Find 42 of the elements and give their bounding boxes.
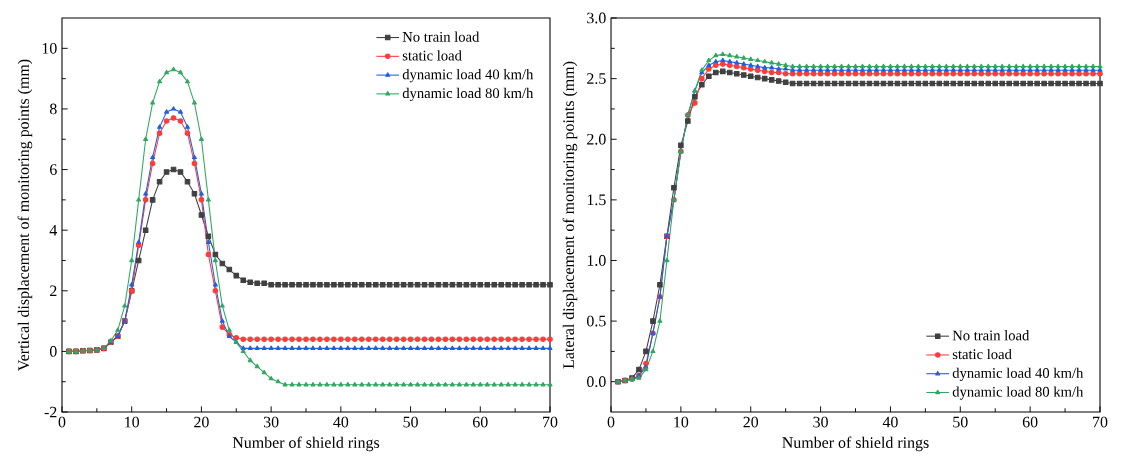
y-tick-label: 2.5 <box>587 73 606 85</box>
x-tick-label: 10 <box>674 416 689 428</box>
x-tick-label: 0 <box>607 416 615 428</box>
y-tick-label: 1.5 <box>587 194 606 206</box>
x-tick-label: 0 <box>58 416 66 428</box>
x-tick-label: 60 <box>473 416 488 428</box>
x-tick-label: 60 <box>1022 416 1038 428</box>
x-axis-title: Number of shield rings <box>782 436 929 452</box>
x-tick-label: 50 <box>403 416 418 428</box>
x-tick-label: 30 <box>263 416 279 428</box>
x-tick-label: 40 <box>882 416 898 428</box>
y-tick-label: 2 <box>50 285 57 297</box>
legend-label: dynamic load 40 km/h <box>402 69 534 83</box>
y-tick-label: 0.0 <box>587 376 606 388</box>
y-tick-label: -2 <box>44 406 57 418</box>
y-tick-label: 0.5 <box>587 315 606 327</box>
y-tick-label: 0 <box>49 346 57 357</box>
x-tick-label: 30 <box>813 416 828 428</box>
x-tick-label: 10 <box>125 416 140 428</box>
legend-label: dynamic load 40 km/h <box>952 367 1084 381</box>
x-axis-title: Number of shield rings <box>232 436 380 452</box>
x-tick-label: 20 <box>743 416 759 428</box>
y-tick-label: 4 <box>49 224 58 236</box>
legend-label: No train load <box>952 330 1030 341</box>
y-axis-title: Vertical displacement of monitoring points (mm) <box>17 59 33 371</box>
y-tick-label: 10 <box>42 42 57 54</box>
y-tick-label: 3.0 <box>587 12 606 24</box>
x-tick-label: 50 <box>953 416 968 428</box>
legend-label: dynamic load 80 km/h <box>402 87 534 102</box>
legend-label: static load <box>402 50 462 61</box>
x-tick-label: 40 <box>333 416 349 428</box>
x-tick-label: 70 <box>543 416 558 428</box>
y-tick-label: 2.0 <box>587 133 606 145</box>
x-tick-label: 20 <box>194 416 209 428</box>
y-tick-label: 1.0 <box>587 255 606 266</box>
legend-label: static load <box>952 348 1012 360</box>
legend-label: No train load <box>402 31 480 42</box>
y-tick-label: 8 <box>49 103 57 115</box>
x-tick-label: 70 <box>1093 416 1108 428</box>
legend-label: dynamic load 80 km/h <box>952 386 1084 400</box>
y-tick-label: 6 <box>50 164 57 175</box>
y-axis-title: Lateral displacement of monitoring points (mm) <box>562 61 578 369</box>
